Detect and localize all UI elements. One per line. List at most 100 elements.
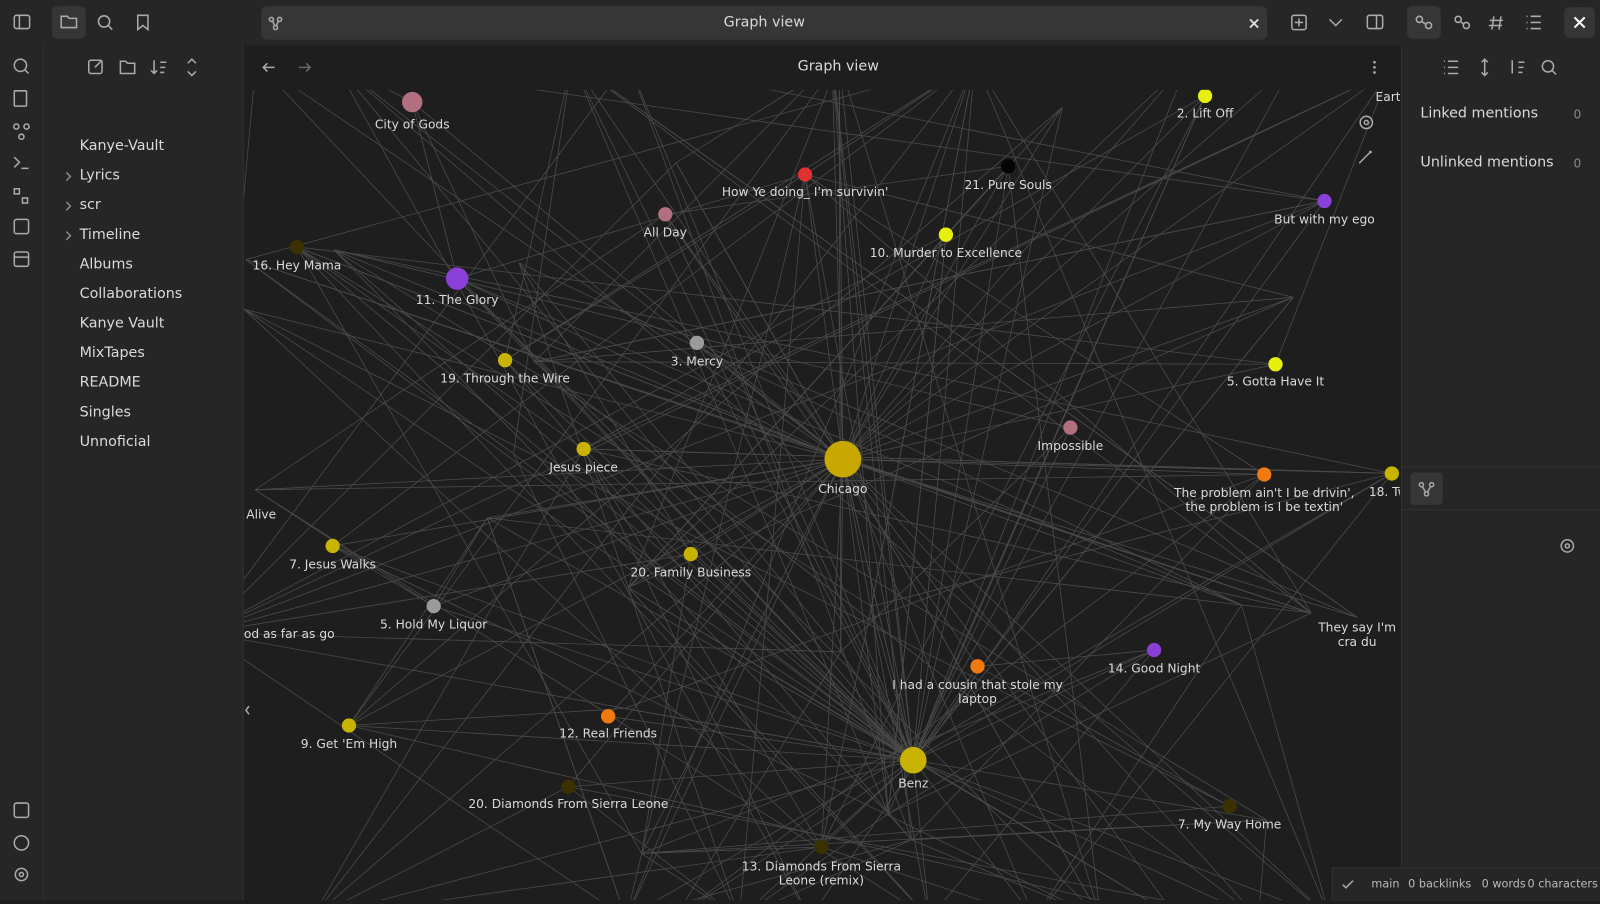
edge [641,853,713,900]
graph-node[interactable] [797,167,813,182]
graph-node[interactable] [1146,642,1162,658]
edge [518,262,1242,606]
branch: main [1371,877,1400,891]
edge [433,517,488,607]
edge [487,458,843,519]
edge [912,427,1071,761]
chevron [65,231,72,241]
graph-node[interactable] [689,335,705,350]
graph-node[interactable] [1222,798,1237,814]
graph-node[interactable] [497,353,513,368]
node-label: 2. Lift Off [1176,106,1234,121]
linked-count: 0 [1573,107,1582,122]
edge [243,633,841,653]
edge [634,459,844,900]
graph-node[interactable] [1063,420,1078,435]
edge [296,246,643,854]
edge [457,174,806,279]
edge [821,606,872,848]
edge [1007,166,1099,900]
edge [641,649,1155,854]
edge [628,458,844,588]
graph-node[interactable] [1268,357,1283,372]
file[interactable]: Unnoficial [79,433,151,450]
edge [758,759,914,900]
edge [254,213,666,491]
graph-node[interactable] [1197,88,1213,104]
graph-node[interactable] [325,538,340,554]
collapse-arrow[interactable] [244,702,254,718]
edge [255,474,1265,491]
edge [348,107,1063,726]
tab[interactable]: Graph view [261,6,1268,40]
file[interactable]: Kanye Vault [79,315,165,332]
settings[interactable] [1556,535,1578,557]
edge [518,262,734,900]
graph-node[interactable] [938,227,954,242]
graph-node[interactable] [1384,466,1399,481]
edge [696,342,914,761]
node-label: 21. Pure Souls [964,177,1052,192]
folder[interactable]: Lyrics [79,167,120,184]
file[interactable]: README [79,374,141,391]
edge [583,448,822,848]
file[interactable]: Albums [79,256,133,273]
edge [913,759,1267,821]
graph-node[interactable] [402,91,423,113]
node-label: 12. Real Friends [559,726,658,741]
edge [840,427,1071,653]
edge [568,759,914,788]
graph-node[interactable] [289,239,305,255]
graph-node[interactable] [970,659,985,674]
graph-node[interactable] [445,267,469,290]
edge [1048,473,1393,900]
folder[interactable]: Timeline [79,226,141,243]
graph-node[interactable] [426,598,441,614]
graph-node[interactable] [658,207,673,222]
top-left-icons [13,6,149,39]
file[interactable]: Collaborations [79,285,183,303]
edge [840,459,844,652]
local-graph-tab[interactable] [1410,472,1443,506]
more-options[interactable] [1366,59,1382,75]
file[interactable]: Singles [79,404,131,421]
edge [411,101,458,279]
graph-node[interactable] [683,546,698,562]
graph-controls[interactable] [1354,110,1378,171]
graph-node[interactable] [576,441,591,457]
close-tab[interactable] [1247,16,1261,30]
node-label: 5. Gotta Have It [1226,374,1325,389]
edge [243,71,1390,615]
graph-node[interactable] [824,440,862,478]
edge [974,61,1312,614]
node-label: Chicago [818,481,868,496]
edge [871,606,914,761]
edge [296,246,584,450]
folder[interactable]: scr [79,196,101,214]
graph-node[interactable] [1317,193,1332,209]
linked-mentions[interactable]: Linked mentions [1420,105,1539,122]
file[interactable]: MixTapes [79,344,145,362]
graph-node[interactable] [561,779,576,794]
graph-node[interactable] [814,839,829,855]
edge [842,71,1391,460]
graph-node[interactable] [601,709,616,724]
edge [321,448,585,900]
edge [439,846,822,900]
title-bar: Graph view [0,0,1600,45]
graph-node[interactable] [899,746,927,774]
edge [571,60,844,460]
edge [332,545,1064,900]
nav-arrows[interactable] [260,59,312,75]
chevron [65,201,72,211]
edge [583,71,1390,450]
edge [842,458,1165,900]
graph-pane: City of Gods 2. Lift Off Eartl How Ye doing… [243,44,1400,900]
graph-node[interactable] [341,718,357,733]
graph-node[interactable] [1257,467,1272,482]
unlinked-mentions[interactable]: Unlinked mentions [1420,154,1554,171]
graph-icon [268,16,283,31]
backlinks-panel: Linked mentions 0 Unlinked mentions 0 [1401,44,1600,900]
graph-node[interactable] [1001,159,1016,174]
edge [913,759,1220,900]
